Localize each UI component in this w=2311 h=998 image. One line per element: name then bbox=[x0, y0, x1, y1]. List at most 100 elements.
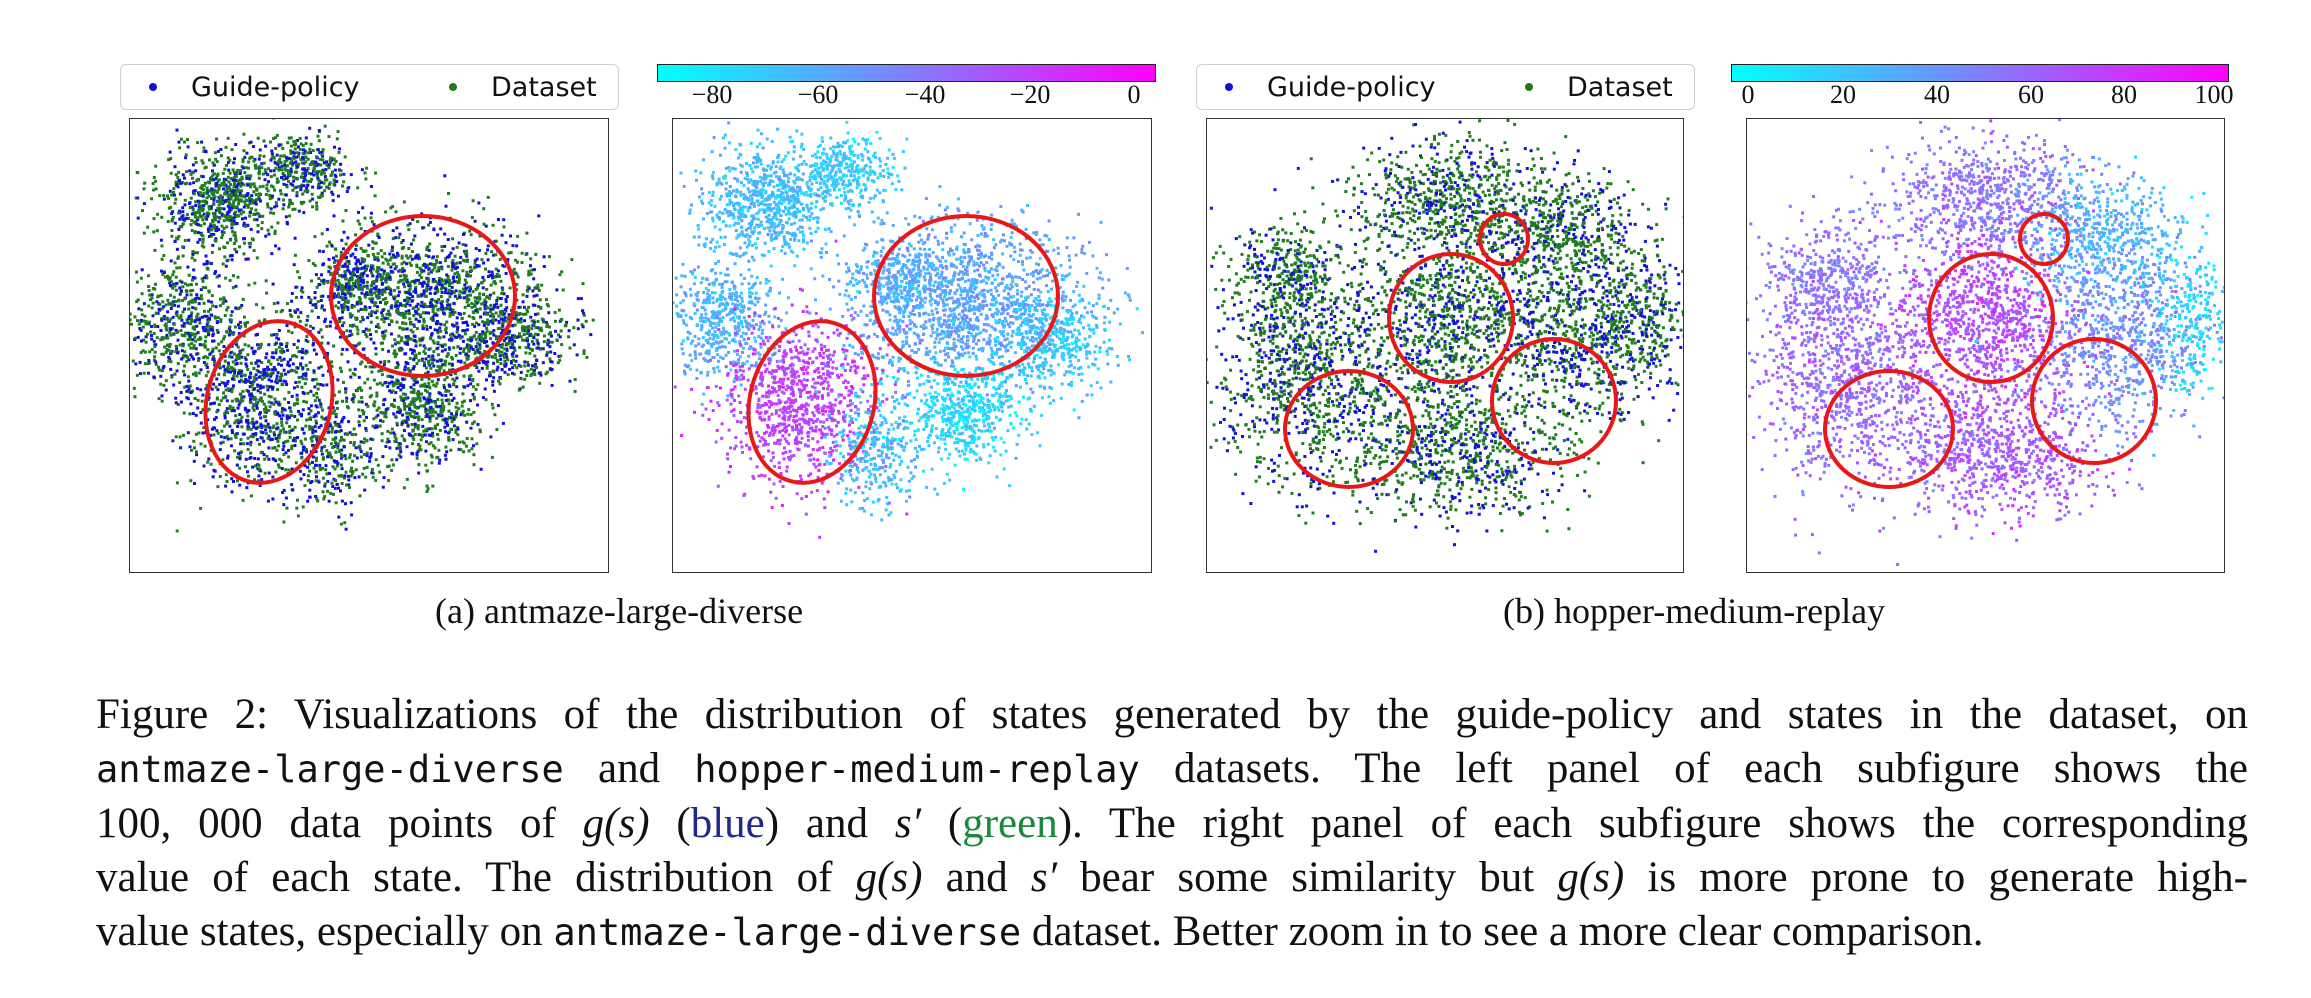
scatter-point bbox=[188, 206, 192, 210]
scatter-point bbox=[423, 346, 427, 350]
scatter-point bbox=[177, 209, 181, 213]
scatter-point bbox=[211, 339, 214, 343]
scatter-point bbox=[217, 372, 221, 376]
scatter-point bbox=[409, 348, 413, 352]
scatter-point bbox=[237, 194, 241, 198]
scatter-point bbox=[235, 214, 239, 218]
scatter-point bbox=[434, 410, 438, 414]
scatter-point bbox=[176, 338, 180, 342]
scatter-point bbox=[565, 320, 569, 324]
scatter-point bbox=[215, 182, 219, 185]
scatter-point bbox=[183, 140, 186, 144]
scatter-point bbox=[394, 382, 398, 386]
scatter-point bbox=[416, 302, 420, 306]
scatter-point bbox=[389, 206, 393, 210]
scatter-point bbox=[300, 412, 303, 416]
scatter-point bbox=[274, 341, 278, 345]
scatter-point bbox=[196, 199, 200, 203]
scatter-point bbox=[318, 151, 322, 155]
scatter-point bbox=[157, 365, 161, 369]
scatter-point bbox=[330, 430, 334, 434]
scatter-point bbox=[433, 266, 437, 270]
scatter-point bbox=[202, 192, 206, 196]
scatter-point bbox=[416, 307, 420, 311]
scatter-point bbox=[383, 381, 387, 385]
scatter-point bbox=[289, 136, 293, 140]
scatter-point bbox=[212, 202, 216, 206]
scatter-point bbox=[246, 321, 249, 324]
scatter-point bbox=[229, 208, 233, 212]
scatter-point bbox=[303, 151, 307, 155]
scatter-point bbox=[179, 181, 183, 185]
scatter-point bbox=[264, 431, 268, 435]
scatter-point bbox=[140, 268, 144, 272]
scatter-point bbox=[160, 269, 163, 273]
scatter-point bbox=[265, 374, 269, 378]
scatter-point bbox=[466, 384, 470, 388]
scatter-point bbox=[169, 333, 173, 337]
scatter-point bbox=[404, 420, 408, 424]
scatter-point bbox=[424, 428, 428, 432]
scatter-point bbox=[460, 316, 464, 320]
scatter-point bbox=[258, 398, 262, 402]
scatter-point bbox=[177, 211, 181, 215]
scatter-point bbox=[302, 200, 306, 204]
scatter-point bbox=[229, 218, 233, 222]
scatter-point bbox=[239, 212, 243, 216]
scatter-point bbox=[396, 251, 399, 255]
scatter-point bbox=[246, 166, 250, 170]
scatter-point bbox=[282, 368, 286, 372]
scatter-point bbox=[476, 383, 480, 387]
scatter-point bbox=[286, 348, 289, 352]
scatter-point bbox=[266, 388, 270, 392]
scatter-point bbox=[410, 299, 414, 303]
scatter-point bbox=[316, 300, 320, 304]
scatter-point bbox=[278, 431, 282, 435]
scatter-point bbox=[412, 314, 416, 317]
scatter-point bbox=[194, 332, 198, 336]
scatter-point bbox=[465, 254, 469, 258]
scatter-point bbox=[453, 254, 457, 258]
scatter-point bbox=[422, 404, 426, 408]
scatter-point bbox=[164, 379, 168, 383]
scatter-point bbox=[410, 409, 414, 413]
scatter-point bbox=[171, 273, 175, 277]
scatter-point bbox=[321, 154, 325, 158]
scatter-point bbox=[492, 389, 496, 393]
scatter-point bbox=[271, 194, 274, 198]
scatter-point bbox=[333, 467, 337, 471]
scatter-point bbox=[304, 372, 308, 376]
scatter-point bbox=[179, 329, 183, 332]
scatter-point bbox=[301, 167, 305, 171]
scatter-point bbox=[245, 410, 249, 414]
scatter-point bbox=[376, 463, 380, 467]
scatter-point bbox=[393, 295, 397, 299]
scatter-point bbox=[213, 189, 217, 193]
scatter-point bbox=[516, 234, 520, 238]
scatter-point bbox=[299, 200, 303, 204]
scatter-point bbox=[220, 381, 224, 384]
scatter-point bbox=[462, 450, 466, 454]
scatter-point bbox=[526, 285, 530, 289]
scatter-point bbox=[402, 269, 406, 273]
scatter-point bbox=[140, 339, 143, 343]
scatter-point bbox=[169, 307, 173, 310]
scatter-point bbox=[278, 356, 282, 359]
scatter-point bbox=[341, 347, 345, 351]
scatter-point bbox=[412, 391, 416, 394]
scatter-point bbox=[322, 181, 326, 185]
scatter-point bbox=[450, 290, 454, 293]
scatter-point bbox=[312, 163, 316, 167]
scatter-point bbox=[503, 265, 506, 268]
scatter-point bbox=[322, 161, 326, 165]
scatter-point bbox=[469, 293, 472, 297]
scatter-point bbox=[501, 329, 505, 332]
scatter-point bbox=[489, 283, 493, 287]
scatter-point bbox=[289, 369, 293, 373]
scatter-point bbox=[318, 463, 322, 467]
scatter-point bbox=[334, 415, 338, 419]
scatter-point bbox=[277, 329, 281, 332]
scatter-point bbox=[513, 316, 517, 320]
scatter-point bbox=[300, 183, 304, 187]
scatter-point bbox=[215, 410, 219, 414]
